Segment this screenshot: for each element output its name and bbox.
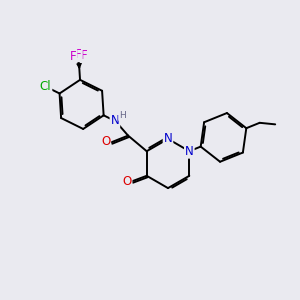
Text: Cl: Cl bbox=[40, 80, 51, 93]
Text: N: N bbox=[164, 132, 172, 146]
Text: F: F bbox=[75, 48, 82, 61]
Text: F: F bbox=[81, 49, 87, 62]
Text: O: O bbox=[122, 175, 131, 188]
Text: F: F bbox=[70, 50, 76, 63]
Text: O: O bbox=[101, 135, 110, 148]
Text: H: H bbox=[119, 111, 125, 120]
Text: N: N bbox=[110, 114, 119, 128]
Text: N: N bbox=[185, 145, 194, 158]
